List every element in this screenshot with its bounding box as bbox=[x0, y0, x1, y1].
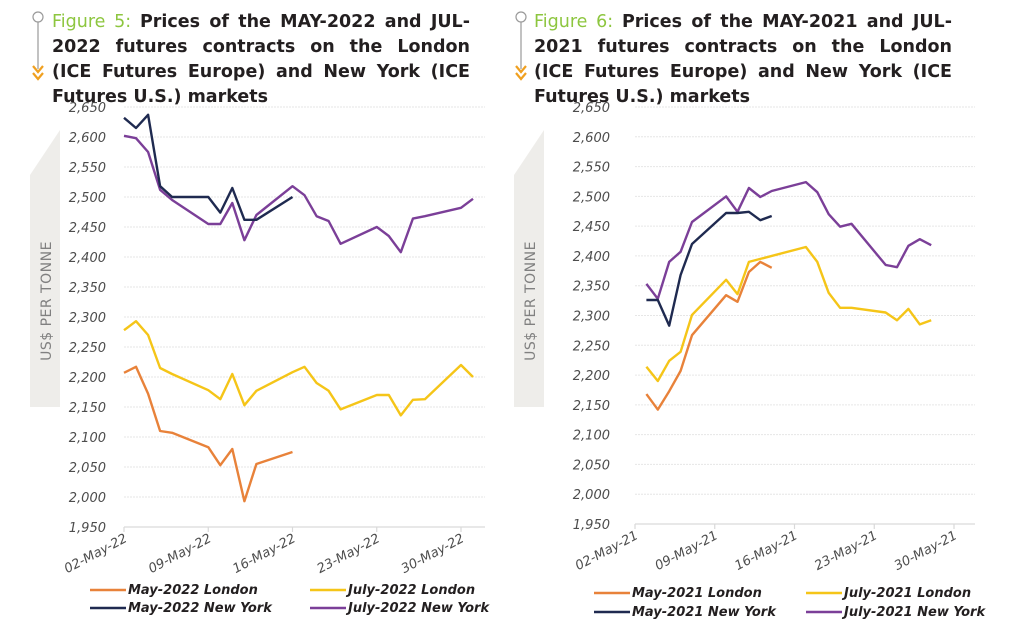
figure-title-text: Prices of the MAY-2021 and JUL-2021 futu… bbox=[534, 12, 952, 107]
x-tick-label: 23-May-21 bbox=[812, 528, 880, 574]
figure-5-chart: US$ PER TONNE 1,950 2,000 2,050 2,100 2,150 2,… bbox=[30, 101, 490, 616]
y-tick-label: 2,650 bbox=[573, 101, 610, 116]
series-line-july-2021-new-york bbox=[645, 180, 932, 300]
y-tick-label: 2,350 bbox=[573, 280, 610, 295]
y-tick-label: 2,300 bbox=[69, 311, 106, 326]
y-axis-title: US$ PER TONNE bbox=[39, 241, 55, 361]
x-tick-label: 02-May-22 bbox=[62, 531, 130, 577]
x-tick-label: 23-May-22 bbox=[315, 531, 383, 577]
y-tick-label: 2,550 bbox=[69, 161, 106, 176]
y-tick-label: 2,100 bbox=[573, 429, 610, 444]
y-tick-label: 2,500 bbox=[573, 190, 610, 205]
axis-banner bbox=[30, 130, 60, 407]
y-tick-label: 2,150 bbox=[573, 399, 610, 414]
circle-arrow-down-icon bbox=[515, 11, 527, 81]
circle-arrow-down-icon bbox=[32, 11, 44, 81]
figure-5-panel: Figure 5: Prices of the MAY-2022 and JUL… bbox=[30, 10, 490, 616]
x-tick-label: 30-May-21 bbox=[892, 528, 960, 574]
series-line-july-2022-new-york bbox=[123, 134, 474, 254]
y-tick-label: 2,150 bbox=[69, 401, 106, 416]
figure-title: Figure 5: Prices of the MAY-2022 and JUL… bbox=[52, 10, 470, 110]
figure-title-text: Prices of the MAY-2022 and JUL-2022 futu… bbox=[52, 12, 470, 107]
y-tick-label: 2,200 bbox=[69, 371, 106, 386]
y-tick-label: 2,400 bbox=[573, 250, 610, 265]
x-tick-label: 16-May-22 bbox=[231, 531, 299, 577]
y-tick-label: 2,500 bbox=[69, 191, 106, 206]
y-tick-label: 2,350 bbox=[69, 281, 106, 296]
figure-6-chart: US$ PER TONNE 1,950 2,000 2,050 2,100 2,150 2,… bbox=[514, 101, 986, 620]
series-line-july-2022-london bbox=[123, 320, 474, 417]
legend-label: July-2022 New York bbox=[345, 601, 490, 616]
legend-label: May-2022 New York bbox=[128, 601, 273, 616]
x-tick-label: 09-May-22 bbox=[146, 531, 214, 577]
series-line-may-2021-new-york bbox=[646, 210, 773, 327]
figure-title: Figure 6: Prices of the MAY-2021 and JUL… bbox=[534, 10, 952, 110]
y-tick-label: 1,950 bbox=[69, 521, 106, 536]
figure-6-panel: Figure 6: Prices of the MAY-2021 and JUL… bbox=[512, 0, 1024, 640]
y-axis-title: US$ PER TONNE bbox=[523, 241, 539, 361]
series-line-may-2022-london bbox=[123, 365, 293, 503]
x-tick-label: 16-May-21 bbox=[733, 528, 801, 574]
y-tick-label: 2,200 bbox=[573, 369, 610, 384]
y-tick-label: 2,450 bbox=[69, 221, 106, 236]
y-tick-label: 2,250 bbox=[69, 341, 106, 356]
y-tick-label: 2,550 bbox=[573, 161, 610, 176]
legend-label: May-2021 New York bbox=[632, 605, 777, 620]
x-tick-label: 30-May-22 bbox=[399, 531, 467, 577]
figure-number: Figure 5: bbox=[52, 12, 132, 32]
x-tick-label: 09-May-21 bbox=[653, 528, 721, 574]
y-tick-label: 2,650 bbox=[69, 101, 106, 116]
y-tick-label: 2,300 bbox=[573, 310, 610, 325]
y-tick-label: 2,000 bbox=[573, 488, 610, 503]
y-tick-label: 2,250 bbox=[573, 339, 610, 354]
legend-label: July-2021 London bbox=[841, 586, 971, 601]
y-tick-label: 2,400 bbox=[69, 251, 106, 266]
series-line-may-2021-london bbox=[645, 260, 773, 411]
y-tick-label: 2,450 bbox=[573, 220, 610, 235]
y-tick-label: 2,000 bbox=[69, 491, 106, 506]
y-tick-label: 2,600 bbox=[573, 131, 610, 146]
legend-label: July-2021 New York bbox=[841, 605, 986, 620]
y-tick-label: 2,050 bbox=[573, 458, 610, 473]
y-tick-label: 2,600 bbox=[69, 131, 106, 146]
y-tick-label: 2,100 bbox=[69, 431, 106, 446]
legend-label: July-2022 London bbox=[345, 583, 475, 598]
legend-label: May-2021 London bbox=[632, 586, 762, 601]
series-line-may-2022-new-york bbox=[123, 113, 294, 222]
y-tick-label: 2,050 bbox=[69, 461, 106, 476]
series-line-july-2021-london bbox=[645, 245, 932, 383]
y-tick-label: 1,950 bbox=[573, 518, 610, 533]
legend-label: May-2022 London bbox=[128, 583, 258, 598]
x-tick-label: 02-May-21 bbox=[573, 528, 641, 574]
figure-number: Figure 6: bbox=[534, 12, 614, 32]
axis-banner bbox=[514, 130, 544, 407]
